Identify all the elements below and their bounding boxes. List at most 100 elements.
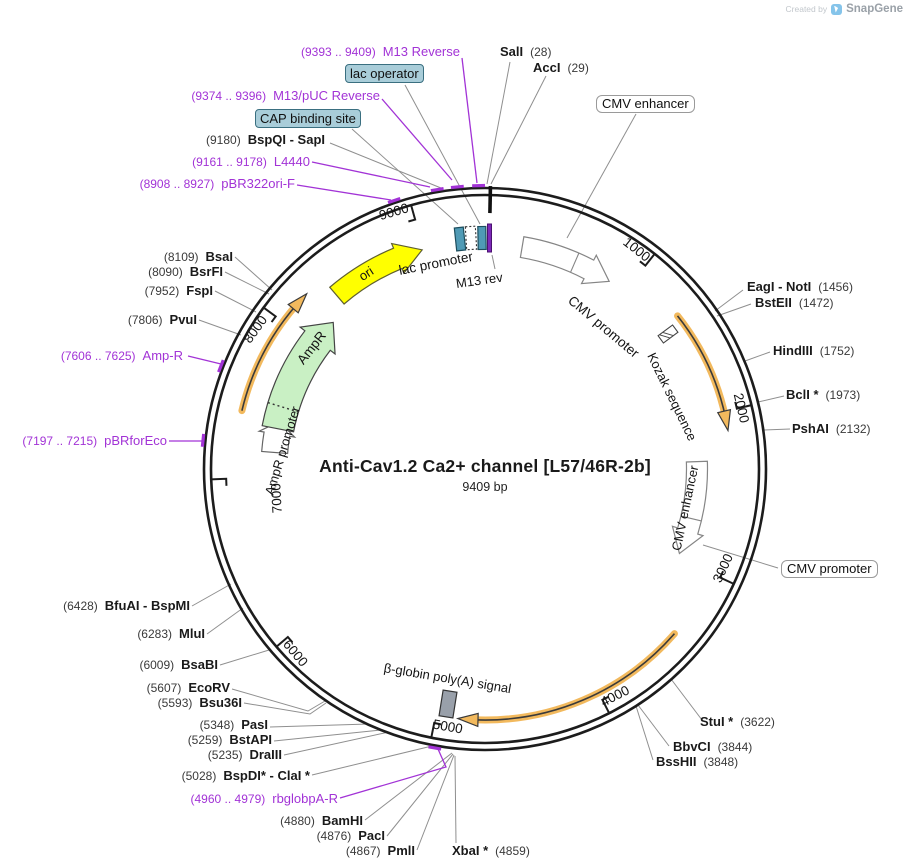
callout-line <box>219 649 270 666</box>
feature-bar-m13-rev-primer[interactable] <box>487 223 492 253</box>
scale-tick <box>601 695 611 714</box>
site-label-bsabi[interactable]: (6009) BsaBI <box>139 657 218 672</box>
site-label-mlui[interactable]: (6283) MluI <box>137 626 205 641</box>
primer-label-m13-puc-reverse[interactable]: (9374 .. 9396) M13/pUC Reverse <box>191 88 380 103</box>
callout-line <box>351 128 459 225</box>
site-label-bfuai-bspmi[interactable]: (6428) BfuAI - BspMI <box>63 598 190 613</box>
site-label-bsai[interactable]: (8109) BsaI <box>163 249 233 264</box>
scale-tick <box>639 253 656 268</box>
callout-line <box>364 752 453 821</box>
site-label-bsteii[interactable]: BstEII (1472) <box>755 295 834 310</box>
site-label-pshai[interactable]: PshAI (2132) <box>792 421 871 436</box>
primer-callout-line <box>296 184 392 201</box>
site-label-xbai[interactable]: XbaI * (4859) <box>452 843 530 858</box>
primer-site-bar <box>387 196 401 205</box>
site-label-stui[interactable]: StuI * (3622) <box>700 714 775 729</box>
site-label-bspqi-sapi[interactable]: (9180) BspQI - SapI <box>206 132 325 147</box>
scale-tick-label: 7000 <box>268 483 285 514</box>
feature-box-lac-operator[interactable] <box>477 225 487 251</box>
site-label-bspdi-clai[interactable]: (5028) BspDI* - ClaI * <box>181 768 310 783</box>
primer-label-rbglobpa-r[interactable]: (4960 .. 4979) rbglobpA-R <box>190 791 338 806</box>
site-label-fspi[interactable]: (7952) FspI <box>144 283 213 298</box>
feature-arrow-cmv-enhancer-promoter-2[interactable] <box>671 460 709 555</box>
site-label-pmli[interactable]: (4867) PmlI <box>345 843 415 858</box>
callout-line <box>231 688 326 712</box>
primer-callout-line <box>339 748 447 799</box>
feature-label-lac-operator[interactable]: lac operator <box>345 64 424 83</box>
callout-line <box>404 84 481 225</box>
feature-box-beta-globin-polya[interactable] <box>438 689 458 719</box>
callout-line <box>635 705 654 761</box>
plasmid-title-block: Anti-Cav1.2 Ca2+ channel [L57/46R-2b] 94… <box>240 456 730 494</box>
primer-label-pbr322ori-f[interactable]: (8908 .. 8927) pBR322ori-F <box>139 176 295 191</box>
primer-site-bar <box>428 745 442 751</box>
feature-arrow-ori[interactable] <box>328 242 424 305</box>
snapgene-watermark: Created by SnapGene <box>786 3 903 15</box>
callout-line <box>283 731 390 756</box>
watermark-brand: SnapGene <box>846 3 903 15</box>
site-label-bsshii[interactable]: BssHII (3848) <box>656 754 739 769</box>
site-label-bsu36i[interactable]: (5593) Bsu36I <box>157 695 242 710</box>
callout-line <box>191 583 232 607</box>
callout-line <box>763 428 791 431</box>
feature-box-kozak[interactable] <box>657 324 679 344</box>
site-label-paci[interactable]: (4876) PacI <box>316 828 385 843</box>
feature-label-cmv-promoter-2[interactable]: CMV promoter <box>781 560 878 578</box>
scale-tick-label: 2000 <box>731 392 752 425</box>
callout-line <box>486 61 511 185</box>
site-label-hindiii[interactable]: HindIII (1752) <box>773 343 855 358</box>
watermark-prefix: Created by <box>785 4 828 14</box>
primer-label-m13-reverse[interactable]: (9393 .. 9409) M13 Reverse <box>300 44 460 59</box>
primer-site-bar <box>430 186 444 193</box>
feature-label-cmv-enhancer-1[interactable]: CMV enhancer <box>596 95 695 113</box>
site-label-draiii[interactable]: (5235) DraIII <box>207 747 282 762</box>
plasmid-backbone-inner-ring <box>209 193 761 745</box>
feature-orf-arc-2[interactable] <box>455 630 678 728</box>
site-label-bcli[interactable]: BclI * (1973) <box>786 387 861 402</box>
snapgene-logo-icon <box>831 3 843 15</box>
callout-line <box>702 544 779 569</box>
scale-tick <box>275 635 294 648</box>
callout-line <box>566 113 637 239</box>
callout-line <box>311 745 433 776</box>
primer-label-l4440[interactable]: (9161 .. 9178) L4440 <box>192 154 310 169</box>
site-label-bstapi[interactable]: (5259) BstAPI <box>187 732 272 747</box>
site-label-sali[interactable]: SalI (28) <box>500 44 552 59</box>
feature-arrow-cmv-enhancer-promoter-1[interactable] <box>519 236 611 285</box>
feature-orf-arc-1[interactable] <box>674 312 732 433</box>
site-label-bsrfi[interactable]: (8090) BsrFI <box>148 264 223 279</box>
scale-tick <box>408 204 417 223</box>
primer-callout-line <box>381 98 453 181</box>
callout-line <box>757 395 785 403</box>
scale-tick <box>211 477 228 486</box>
callout-line <box>206 607 244 635</box>
site-label-bamhi[interactable]: (4880) BamHI <box>280 813 363 828</box>
scale-tick <box>718 570 735 585</box>
primer-label-pbrforeco[interactable]: (7197 .. 7215) pBRforEco <box>22 433 167 448</box>
scale-tick <box>262 306 278 323</box>
callout-line <box>637 704 670 747</box>
plasmid-length: 9409 bp <box>462 480 508 494</box>
site-label-ecorv[interactable]: (5607) EcoRV <box>146 680 230 695</box>
callout-line <box>670 678 703 721</box>
site-label-eagi-noti[interactable]: EagI - NotI (1456) <box>747 279 853 294</box>
callout-line <box>744 351 771 362</box>
site-label-bbvci[interactable]: BbvCI (3844) <box>673 739 753 754</box>
primer-callout-line <box>311 161 431 188</box>
site-label-pasi[interactable]: (5348) PasI <box>199 717 268 732</box>
site-label-pvui[interactable]: (7806) PvuI <box>127 312 197 327</box>
feature-label-cap-binding-site[interactable]: CAP binding site <box>255 109 361 128</box>
feature-arrow-ampr[interactable] <box>261 321 336 433</box>
site-label-acci[interactable]: AccI (29) <box>533 60 589 75</box>
primer-callout-line <box>461 57 478 184</box>
plasmid-backbone-outer-ring <box>202 186 768 752</box>
feature-box-lac-promoter[interactable] <box>464 225 478 251</box>
callout-line <box>198 319 242 336</box>
feature-orf-arc-ampr[interactable] <box>238 292 308 415</box>
scale-tick-label: 5000 <box>432 717 464 737</box>
callout-line <box>234 256 273 291</box>
feature-box-cap-binding-site[interactable] <box>453 226 467 252</box>
primer-label-amp-r[interactable]: (7606 .. 7625) Amp-R <box>60 348 183 363</box>
